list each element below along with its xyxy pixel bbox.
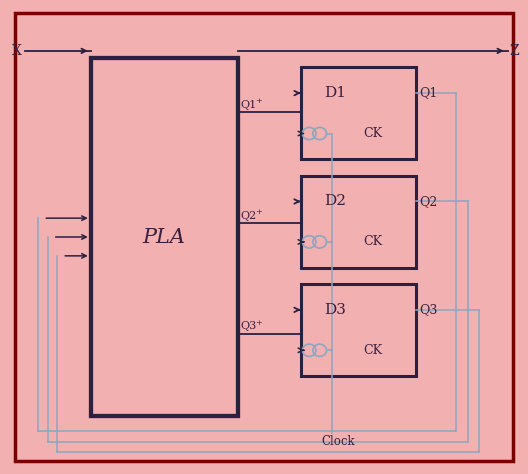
Text: Q2: Q2: [419, 195, 437, 208]
Bar: [301, 284, 416, 376]
Text: Q3: Q3: [240, 321, 257, 331]
Text: D3: D3: [325, 303, 346, 317]
Bar: [301, 67, 416, 159]
Text: +: +: [255, 97, 262, 105]
Bar: [91, 58, 238, 416]
Text: +: +: [255, 319, 262, 327]
Text: D1: D1: [324, 86, 346, 100]
Text: CK: CK: [363, 236, 382, 248]
Text: Q1: Q1: [240, 100, 257, 110]
Text: Q3: Q3: [419, 303, 437, 316]
Text: CK: CK: [363, 127, 382, 140]
Text: X: X: [12, 44, 21, 58]
Text: PLA: PLA: [143, 228, 186, 246]
Text: Q1: Q1: [419, 87, 437, 100]
Text: CK: CK: [363, 344, 382, 357]
Text: Q2: Q2: [240, 210, 257, 220]
Text: +: +: [255, 208, 262, 216]
Text: Clock: Clock: [322, 435, 355, 448]
Text: D2: D2: [324, 194, 346, 209]
Bar: [301, 176, 416, 268]
Text: Z: Z: [510, 44, 519, 58]
